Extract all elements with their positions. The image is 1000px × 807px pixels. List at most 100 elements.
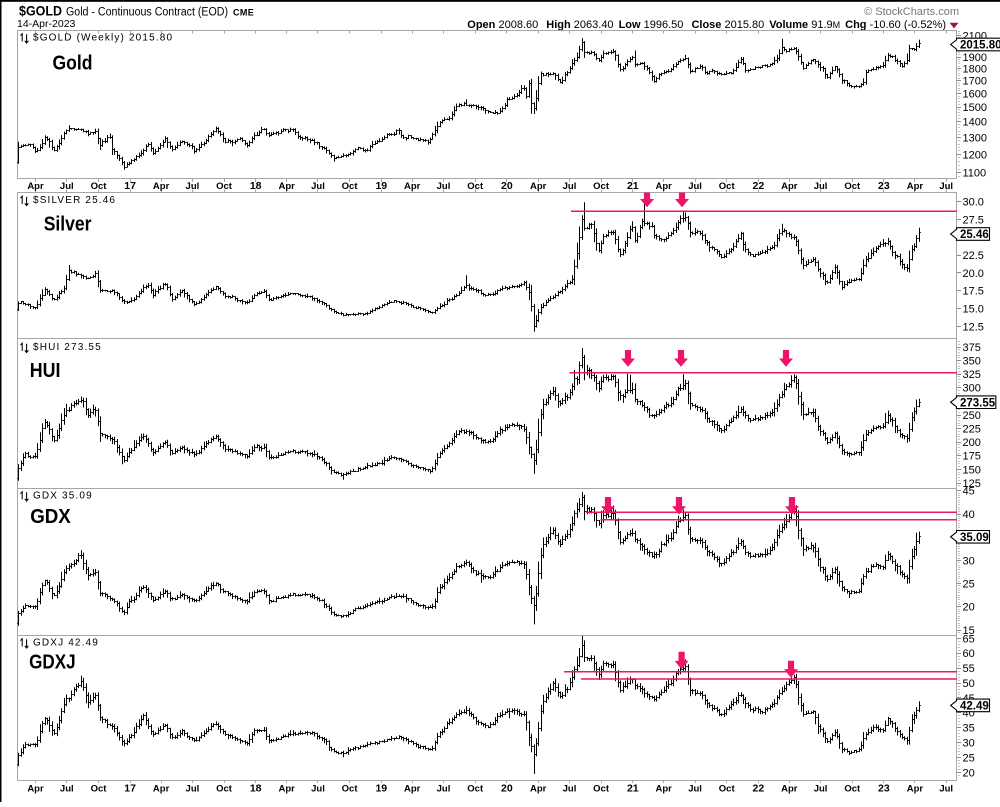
svg-text:22.5: 22.5 bbox=[963, 250, 984, 262]
svg-text:Apr: Apr bbox=[153, 783, 170, 794]
svg-text:300: 300 bbox=[963, 383, 981, 395]
svg-text:Jul: Jul bbox=[311, 783, 325, 794]
svg-text:Apr: Apr bbox=[404, 783, 421, 794]
svg-text:20: 20 bbox=[963, 602, 975, 614]
svg-text:50: 50 bbox=[963, 678, 975, 690]
svg-text:Apr: Apr bbox=[404, 181, 421, 192]
svg-text:Apr: Apr bbox=[907, 783, 924, 794]
svg-text:Oct: Oct bbox=[342, 181, 359, 192]
svg-text:Jul: Jul bbox=[60, 181, 74, 192]
svg-text:Apr: Apr bbox=[781, 181, 798, 192]
svg-text:60: 60 bbox=[963, 648, 975, 660]
svg-text:27.5: 27.5 bbox=[963, 214, 984, 226]
svg-text:Oct: Oct bbox=[216, 181, 233, 192]
svg-text:15.0: 15.0 bbox=[963, 304, 984, 316]
svg-text:$GOLD: $GOLD bbox=[19, 4, 62, 19]
svg-text:1200: 1200 bbox=[963, 149, 987, 161]
svg-text:2015.80: 2015.80 bbox=[960, 40, 1000, 52]
svg-text:55: 55 bbox=[963, 663, 975, 675]
svg-text:Jul: Jul bbox=[186, 181, 200, 192]
svg-text:Silver: Silver bbox=[44, 212, 92, 235]
svg-text:20: 20 bbox=[501, 782, 513, 794]
svg-text:Oct: Oct bbox=[844, 783, 861, 794]
svg-text:65: 65 bbox=[963, 633, 975, 645]
svg-text:Jul: Jul bbox=[688, 181, 702, 192]
svg-text:150: 150 bbox=[963, 464, 981, 476]
svg-text:© StockCharts.com: © StockCharts.com bbox=[864, 6, 959, 18]
svg-text:Oct: Oct bbox=[467, 181, 484, 192]
svg-text:1100: 1100 bbox=[963, 168, 987, 180]
svg-text:Oct: Oct bbox=[844, 181, 861, 192]
svg-text:18: 18 bbox=[250, 782, 262, 794]
svg-text:350: 350 bbox=[963, 356, 981, 368]
svg-text:HUI: HUI bbox=[30, 359, 61, 382]
svg-text:1600: 1600 bbox=[963, 88, 987, 100]
svg-text:1900: 1900 bbox=[963, 52, 987, 64]
svg-text:12.5: 12.5 bbox=[963, 321, 984, 333]
svg-text:Apr: Apr bbox=[27, 783, 44, 794]
svg-text:Apr: Apr bbox=[656, 783, 673, 794]
svg-text:Apr: Apr bbox=[27, 181, 44, 192]
svg-text:$SILVER 25.46: $SILVER 25.46 bbox=[33, 195, 116, 206]
svg-text:1300: 1300 bbox=[963, 132, 987, 144]
svg-text:40: 40 bbox=[963, 509, 975, 521]
svg-text:19: 19 bbox=[375, 180, 387, 192]
svg-text:Oct: Oct bbox=[467, 783, 484, 794]
svg-text:175: 175 bbox=[963, 451, 981, 463]
svg-text:375: 375 bbox=[963, 342, 981, 354]
svg-text:325: 325 bbox=[963, 369, 981, 381]
svg-text:23: 23 bbox=[878, 782, 890, 794]
svg-text:Oct: Oct bbox=[719, 783, 736, 794]
svg-text:$HUI 273.55: $HUI 273.55 bbox=[33, 342, 102, 353]
svg-text:Jul: Jul bbox=[437, 181, 451, 192]
svg-text:Apr: Apr bbox=[153, 181, 170, 192]
svg-text:Jul: Jul bbox=[688, 783, 702, 794]
svg-text:20: 20 bbox=[501, 180, 513, 192]
svg-text:21: 21 bbox=[627, 782, 639, 794]
svg-text:35: 35 bbox=[963, 723, 975, 735]
svg-text:17: 17 bbox=[124, 180, 136, 192]
svg-text:25: 25 bbox=[963, 752, 975, 764]
svg-text:Oct: Oct bbox=[719, 181, 736, 192]
svg-text:19: 19 bbox=[375, 782, 387, 794]
svg-text:25.46: 25.46 bbox=[960, 229, 989, 241]
svg-text:Jul: Jul bbox=[311, 181, 325, 192]
svg-text:20.0: 20.0 bbox=[963, 268, 984, 280]
svg-text:Jul: Jul bbox=[437, 783, 451, 794]
svg-text:30: 30 bbox=[963, 738, 975, 750]
svg-text:Oct: Oct bbox=[91, 181, 108, 192]
svg-text:Apr: Apr bbox=[656, 181, 673, 192]
svg-text:Gold: Gold bbox=[53, 52, 93, 75]
svg-text:1400: 1400 bbox=[963, 117, 987, 129]
svg-text:22: 22 bbox=[753, 180, 765, 192]
svg-text:Jul: Jul bbox=[563, 783, 577, 794]
svg-text:225: 225 bbox=[963, 424, 981, 436]
svg-text:Oct: Oct bbox=[342, 783, 359, 794]
svg-text:200: 200 bbox=[963, 437, 981, 449]
svg-text:Apr: Apr bbox=[279, 181, 296, 192]
svg-text:Jul: Jul bbox=[939, 783, 953, 794]
svg-text:Apr: Apr bbox=[907, 181, 924, 192]
svg-text:21: 21 bbox=[627, 180, 639, 192]
svg-text:1800: 1800 bbox=[963, 63, 987, 75]
svg-text:Oct: Oct bbox=[216, 783, 233, 794]
svg-text:125: 125 bbox=[963, 478, 981, 490]
svg-text:Gold - Continuous Contract (EO: Gold - Continuous Contract (EOD) bbox=[66, 7, 228, 19]
svg-text:Apr: Apr bbox=[279, 783, 296, 794]
svg-text:17: 17 bbox=[124, 782, 136, 794]
svg-text:Apr: Apr bbox=[781, 783, 798, 794]
svg-text:CME: CME bbox=[233, 7, 254, 17]
svg-text:$GOLD (Weekly) 2015.80: $GOLD (Weekly) 2015.80 bbox=[33, 32, 173, 43]
svg-text:GDXJ: GDXJ bbox=[29, 651, 76, 674]
svg-text:35.09: 35.09 bbox=[960, 532, 989, 544]
svg-text:25: 25 bbox=[963, 579, 975, 591]
svg-text:42.49: 42.49 bbox=[960, 701, 989, 713]
svg-text:Jul: Jul bbox=[60, 783, 74, 794]
svg-text:22: 22 bbox=[753, 782, 765, 794]
svg-text:GDXJ 42.49: GDXJ 42.49 bbox=[33, 637, 99, 648]
svg-text:273.55: 273.55 bbox=[960, 397, 996, 409]
svg-text:Oct: Oct bbox=[91, 783, 108, 794]
svg-text:14-Apr-2023: 14-Apr-2023 bbox=[17, 18, 76, 30]
svg-text:20: 20 bbox=[963, 767, 975, 779]
svg-text:30: 30 bbox=[963, 555, 975, 567]
